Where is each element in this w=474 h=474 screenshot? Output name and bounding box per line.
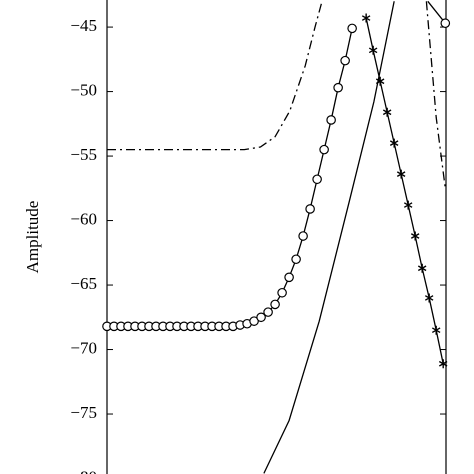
circle-marker [319,144,329,155]
circle-marker [305,204,315,214]
star-marker [410,231,420,241]
series-line [365,17,444,364]
circle-marker [291,254,301,265]
circle-marker [298,231,308,241]
star-marker [424,293,434,303]
star-marker [431,325,441,335]
star-marker [368,45,378,55]
star-marker [438,359,448,369]
star-marker [389,138,399,148]
series-line [107,1,446,189]
star-marker [403,200,413,210]
circle-marker [263,307,273,317]
y-tick-label: −55 [70,145,97,164]
circle-marker [326,115,336,125]
circle-marker [277,287,287,298]
circle-marker [440,18,451,29]
star-marker [396,169,406,179]
y-tick-label: −45 [70,16,97,35]
circle-marker [270,299,280,310]
star-marker [417,263,427,273]
circle-marker [284,272,294,283]
y-tick-label: −60 [70,209,97,228]
star-marker [361,13,371,23]
circle-marker [347,23,357,34]
series-line [263,1,395,474]
y-axis-label: Amplitude [23,201,42,274]
y-tick-label: −75 [70,403,97,422]
y-tick-label: −50 [70,80,97,99]
y-tick-label: −80 [70,467,97,474]
y-tick-label: −70 [70,338,97,357]
circle-marker [256,312,266,323]
star-marker [382,107,392,117]
circle-marker [312,174,322,185]
y-tick-label: −65 [70,274,97,293]
circle-marker [333,82,343,93]
circle-marker [340,55,350,66]
